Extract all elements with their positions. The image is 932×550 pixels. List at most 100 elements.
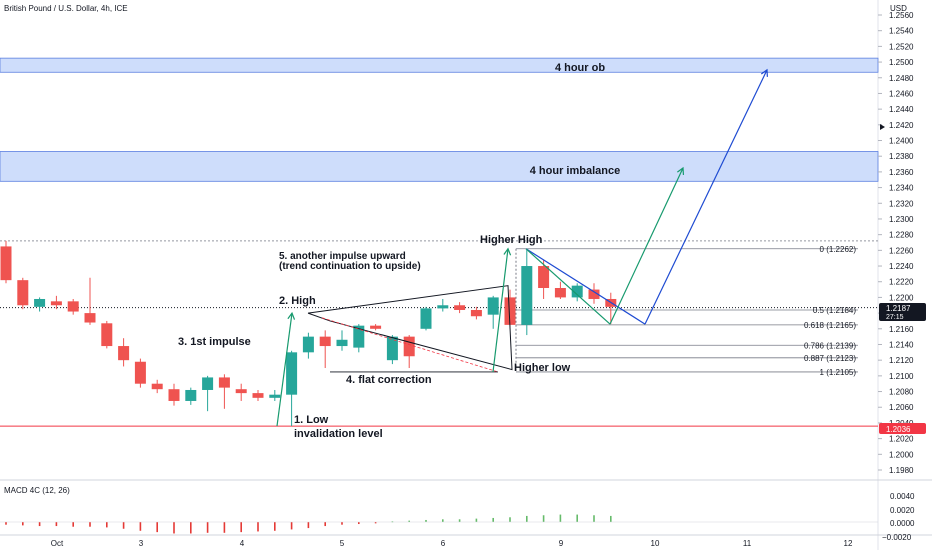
- price-tick-label: 1.1980: [889, 466, 914, 475]
- zones-layer: [0, 57, 879, 182]
- pullback-line-blue: [525, 248, 646, 325]
- candle-body: [470, 309, 482, 317]
- price-tick-label: 1.2080: [889, 388, 914, 397]
- candle-body: [50, 301, 62, 306]
- zone-label-ob: 4 hour ob: [555, 62, 605, 74]
- fib-level-label: 0.618 (1.2165): [804, 321, 856, 330]
- macd-bar: [559, 514, 562, 522]
- fib-level-label: 0.5 (1.2184): [813, 306, 856, 315]
- price-tick-label: 1.2440: [889, 105, 914, 114]
- price-tick-label: 1.2480: [889, 74, 914, 83]
- price-tick-label: 1.2340: [889, 184, 914, 193]
- macd-bar: [72, 522, 74, 527]
- macd-bar: [358, 522, 360, 525]
- macd-bar: [106, 522, 108, 528]
- macd-bar: [307, 522, 310, 529]
- macd-bar: [173, 522, 175, 534]
- candle-body: [353, 325, 365, 348]
- candle-body: [487, 297, 499, 315]
- macd-bar: [442, 519, 444, 522]
- label-impulse2: 5. another impulse upward: [279, 251, 406, 262]
- label-flat-correction: 4. flat correction: [346, 374, 432, 386]
- price-tick-label: 1.2520: [889, 42, 914, 51]
- projection-to-ob-arrow-head: [760, 68, 768, 77]
- time-label: 9: [559, 539, 564, 548]
- macd-pane: [0, 514, 878, 534]
- price-tick-label: 1.2560: [889, 11, 914, 20]
- price-axis[interactable]: 1.2560 1.2540 1.2520 1.2500 1.2480 1.2460 1.24…: [878, 11, 914, 475]
- price-tick-label: 1.2060: [889, 403, 914, 412]
- price-tick-label: 1.2200: [889, 293, 914, 302]
- candle-body: [554, 287, 566, 298]
- candle-body: [84, 313, 96, 323]
- macd-bar: [139, 522, 142, 531]
- price-tick-label: 1.2100: [889, 372, 914, 381]
- macd-bar: [492, 517, 494, 522]
- macd-bar: [240, 522, 242, 533]
- impulse1-arrow-head: [287, 311, 296, 320]
- impulse2-arrow-head: [503, 247, 512, 256]
- candle-body: [336, 339, 348, 347]
- macd-bar: [223, 522, 226, 533]
- candle-body: [420, 308, 432, 329]
- candle-body: [437, 305, 449, 309]
- time-label: 12: [844, 539, 853, 548]
- supply-zone: [0, 57, 879, 73]
- candle-body: [17, 280, 29, 306]
- macd-bar: [425, 519, 427, 522]
- macd-bar: [290, 522, 293, 530]
- candle-body: [67, 301, 79, 312]
- current-price: 1.2187: [886, 304, 911, 313]
- invalidation-price-badge: [879, 423, 926, 434]
- price-tick-label: 1.2280: [889, 231, 914, 240]
- macd-bar: [542, 515, 545, 522]
- macd-tick: 0.0040: [890, 492, 915, 501]
- candles-layer: [0, 240, 617, 427]
- macd-bar: [475, 518, 478, 522]
- macd-bar: [38, 522, 41, 527]
- price-tick-label: 1.2400: [889, 137, 914, 146]
- price-tick-label: 1.2540: [889, 27, 914, 36]
- fib-retracement[interactable]: 0 (1.2262) 0.5 (1.2184) 0.618 (1.2165) 0.78…: [515, 245, 858, 377]
- macd-bar: [89, 522, 91, 527]
- candle-body: [521, 266, 533, 325]
- candle-body: [235, 389, 247, 394]
- label-impulse1: 3. 1st impulse: [178, 336, 251, 348]
- time-label: 10: [651, 539, 660, 548]
- fib-level-label: 1 (1.2105): [820, 368, 857, 377]
- macd-bar: [257, 522, 259, 532]
- candle-body: [403, 336, 415, 357]
- macd-bar: [509, 517, 511, 522]
- macd-bar: [190, 522, 192, 534]
- zone-label-imbalance: 4 hour imbalance: [530, 165, 620, 177]
- fib-level-label: 0.786 (1.2139): [804, 341, 856, 350]
- macd-tick: 0.0020: [890, 506, 915, 515]
- macd-bar: [156, 522, 158, 533]
- candle-body: [538, 266, 550, 288]
- candle-body: [386, 336, 398, 361]
- drawings-layer[interactable]: [276, 68, 768, 427]
- price-tick-label: 1.2020: [889, 435, 914, 444]
- price-tick-label: 1.2460: [889, 89, 914, 98]
- price-tick-label: 1.2420: [889, 121, 914, 130]
- time-label: 4: [240, 539, 245, 548]
- candle-body: [34, 298, 46, 307]
- time-label: 5: [340, 539, 345, 548]
- label-low: 1. Low: [294, 414, 329, 426]
- alert-marker-icon: [880, 124, 885, 130]
- candle-body: [202, 377, 214, 390]
- candle-body: [0, 246, 12, 281]
- pullback-line-green: [525, 248, 611, 325]
- time-axis[interactable]: Oct 3 4 5 6 9 10 11 12: [51, 539, 853, 548]
- candle-body: [504, 297, 516, 325]
- supply-zone: [0, 151, 879, 182]
- candle-body: [134, 361, 146, 384]
- price-tick-label: 1.2220: [889, 278, 914, 287]
- label-high: 2. High: [279, 295, 316, 307]
- macd-bar: [526, 515, 528, 522]
- label-higher-high: Higher High: [480, 234, 543, 246]
- price-tick-label: 1.2120: [889, 356, 914, 365]
- macd-bar: [324, 522, 326, 527]
